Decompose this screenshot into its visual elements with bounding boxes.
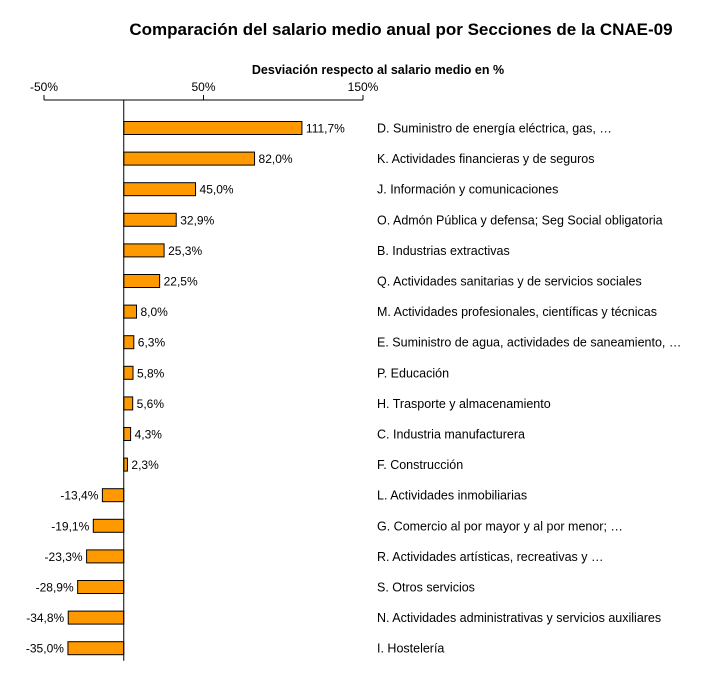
category-label: H. Trasporte y almacenamiento (377, 397, 551, 411)
category-label: C. Industria manufacturera (377, 428, 525, 442)
data-label: 111,7% (306, 122, 345, 136)
category-label: Q. Actividades sanitarias y de servicios… (377, 275, 642, 289)
bar (123, 335, 135, 350)
x-tick-label: 50% (191, 80, 215, 94)
data-label: -23,3% (45, 550, 83, 564)
data-label: -13,4% (60, 489, 98, 503)
category-label: F. Construcción (377, 458, 463, 472)
category-label: B. Industrias extractivas (377, 244, 510, 258)
bar (77, 580, 125, 594)
bar (67, 610, 125, 625)
category-label: I. Hostelería (377, 642, 444, 656)
data-label: -19,1% (51, 519, 89, 533)
x-tick-label: 150% (348, 80, 379, 94)
bar (123, 365, 134, 380)
data-label: 8,0% (141, 305, 169, 319)
x-axis-label: Desviación respecto al salario medio en … (252, 63, 504, 77)
category-label: L. Actividades inmobiliarias (377, 489, 527, 503)
category-labels-group: D. Suministro de energía eléctrica, gas,… (377, 122, 681, 656)
bar (123, 212, 177, 227)
data-label: 45,0% (200, 183, 234, 197)
category-label: J. Información y comunicaciones (377, 183, 558, 197)
x-axis: -50% 50% 150% (30, 80, 379, 101)
bars-group (67, 121, 303, 656)
bar (123, 396, 134, 411)
data-label: -28,9% (36, 581, 74, 595)
x-tick-label: -50% (30, 80, 58, 94)
data-label: -35,0% (26, 642, 64, 656)
data-label: 5,8% (137, 366, 165, 380)
data-label: 82,0% (259, 152, 293, 166)
bar (101, 488, 125, 503)
data-label: -34,8% (26, 611, 64, 625)
category-label: D. Suministro de energía eléctrica, gas,… (377, 122, 612, 136)
data-label: 4,3% (135, 428, 163, 442)
category-label: R. Actividades artísticas, recreativas y… (377, 550, 603, 564)
bar (123, 274, 161, 288)
bar (123, 304, 138, 319)
bar (123, 427, 132, 441)
category-label: N. Actividades administrativas y servici… (377, 611, 661, 625)
bar (86, 549, 125, 564)
bar (123, 457, 128, 472)
bar (123, 243, 165, 258)
category-label: O. Admón Pública y defensa; Seg Social o… (377, 213, 663, 227)
category-label: G. Comercio al por mayor y al por menor;… (377, 519, 623, 533)
bar (123, 151, 256, 166)
data-labels-group: 111,7% 82,0% 45,0% 32,9% 25,3% 22,5% 8,0% 6,3% 5… (26, 122, 345, 656)
category-label: P. Educación (377, 366, 449, 380)
bar (123, 121, 303, 135)
data-label: 22,5% (164, 275, 198, 289)
data-label: 2,3% (131, 458, 159, 472)
bar (92, 518, 125, 533)
data-label: 25,3% (168, 244, 202, 258)
category-label: M. Actividades profesionales, científica… (377, 305, 657, 319)
category-label: E. Suministro de agua, actividades de sa… (377, 336, 681, 350)
category-label: S. Otros servicios (377, 581, 475, 595)
bar (123, 182, 197, 197)
data-label: 5,6% (137, 397, 165, 411)
category-label: K. Actividades financieras y de seguros (377, 152, 594, 166)
bar (67, 641, 125, 656)
data-label: 32,9% (180, 213, 214, 227)
data-label: 6,3% (138, 336, 166, 350)
chart-title: Comparación del salario medio anual por … (129, 20, 672, 39)
